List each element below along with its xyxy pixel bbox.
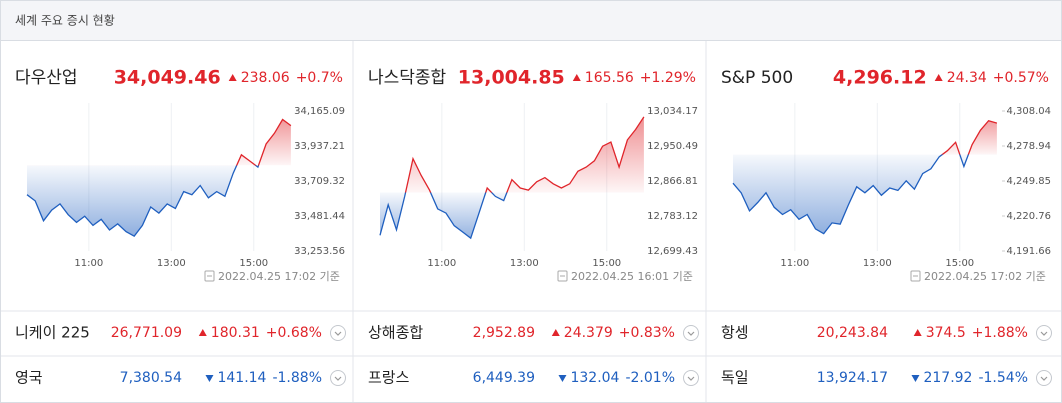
y-tick-label: 13,034.17 <box>647 106 698 117</box>
change-percent: +0.68% <box>266 325 322 341</box>
expand-button[interactable] <box>330 325 346 341</box>
change-percent: -2.01% <box>625 370 675 386</box>
change-percent: -1.88% <box>272 370 322 386</box>
x-tick-label: 11:00 <box>74 258 103 269</box>
index-price: 6,449.39 <box>473 370 535 386</box>
change-percent: +0.57% <box>993 70 1049 86</box>
area-fill <box>733 120 997 234</box>
expand-button[interactable] <box>1036 370 1052 386</box>
change-percent: -1.54% <box>978 370 1028 386</box>
change-percent: +0.7% <box>296 70 343 86</box>
y-tick-label: 33,253.56 <box>294 246 345 257</box>
expand-icon[interactable] <box>1040 331 1048 336</box>
x-tick-label: 13:00 <box>863 258 892 269</box>
price-line <box>26 118 292 238</box>
change-percent: +0.83% <box>619 325 675 341</box>
x-tick-label: 11:00 <box>780 258 809 269</box>
index-price: 26,771.09 <box>111 325 182 341</box>
change-value: 238.06 <box>241 70 290 86</box>
y-tick-label: 4,191.66 <box>1006 246 1051 257</box>
y-tick-label: 33,709.32 <box>294 176 345 187</box>
down-arrow <box>205 375 214 382</box>
index-price: 4,296.12 <box>833 67 927 89</box>
index-price: 20,243.84 <box>817 325 888 341</box>
x-tick-label: 15:00 <box>239 258 268 269</box>
area-fill <box>27 119 291 237</box>
change-value: 24.379 <box>564 325 613 341</box>
index-name: 영국 <box>15 369 43 387</box>
x-tick-label: 15:00 <box>592 258 621 269</box>
expand-button[interactable] <box>330 370 346 386</box>
expand-button[interactable] <box>683 370 699 386</box>
change-value: 180.31 <box>211 325 260 341</box>
y-tick-label: 33,937.21 <box>294 141 345 152</box>
y-tick-label: 12,699.43 <box>647 246 698 257</box>
index-name: 나스닥종합 <box>368 68 447 88</box>
x-tick-label: 13:00 <box>510 258 539 269</box>
x-tick-label: 11:00 <box>427 258 456 269</box>
index-name: 독일 <box>721 369 749 387</box>
expand-icon[interactable] <box>687 331 695 336</box>
change-value: 374.5 <box>926 325 966 341</box>
y-tick-label: 34,165.09 <box>294 106 345 117</box>
y-tick-label: 33,481.44 <box>294 211 345 222</box>
expand-button[interactable] <box>683 325 699 341</box>
index-name: 상해종합 <box>368 324 423 342</box>
y-tick-label: 4,278.94 <box>1006 141 1051 152</box>
y-tick-label: 12,950.49 <box>647 141 698 152</box>
y-tick-label: 12,866.81 <box>647 176 698 187</box>
expand-button[interactable] <box>1036 325 1052 341</box>
change-value: 141.14 <box>217 370 266 386</box>
expand-icon[interactable] <box>334 376 342 381</box>
change-value: 165.56 <box>585 70 634 86</box>
up-arrow <box>198 329 207 336</box>
index-price: 7,380.54 <box>120 370 182 386</box>
change-value: 217.92 <box>923 370 972 386</box>
change-percent: +1.88% <box>972 325 1028 341</box>
expand-icon[interactable] <box>687 376 695 381</box>
timestamp: 2022.04.25 17:02 기준 <box>218 270 340 283</box>
index-name: 다우산업 <box>15 68 78 88</box>
up-arrow <box>551 329 560 336</box>
down-arrow <box>558 375 567 382</box>
up-arrow <box>572 74 581 81</box>
down-arrow <box>911 375 920 382</box>
up-arrow <box>228 74 237 81</box>
expand-icon[interactable] <box>334 331 342 336</box>
change-value: 24.34 <box>947 70 987 86</box>
index-name: 니케이 225 <box>15 324 90 342</box>
y-tick-label: 12,783.12 <box>647 211 698 222</box>
area-fill <box>380 116 644 239</box>
index-name: S&P 500 <box>721 68 793 88</box>
index-price: 34,049.46 <box>114 67 221 89</box>
change-value: 132.04 <box>570 370 619 386</box>
y-tick-label: 4,220.76 <box>1006 211 1051 222</box>
index-price: 13,004.85 <box>458 67 565 89</box>
expand-icon[interactable] <box>1040 376 1048 381</box>
y-tick-label: 4,249.85 <box>1006 176 1051 187</box>
time-icon <box>557 270 568 282</box>
index-price: 2,952.89 <box>473 325 535 341</box>
time-icon <box>204 270 215 282</box>
up-arrow <box>913 329 922 336</box>
index-name: 항셍 <box>721 324 749 342</box>
x-tick-label: 13:00 <box>157 258 186 269</box>
x-tick-label: 15:00 <box>945 258 974 269</box>
price-line <box>732 119 998 235</box>
index-price: 13,924.17 <box>817 370 888 386</box>
timestamp: 2022.04.25 17:02 기준 <box>924 270 1046 283</box>
up-arrow <box>934 74 943 81</box>
timestamp: 2022.04.25 16:01 기준 <box>571 270 693 283</box>
time-icon <box>910 270 921 282</box>
header-title: 세계 주요 증시 현황 <box>15 14 115 28</box>
y-tick-label: 4,308.04 <box>1006 106 1051 117</box>
price-line <box>379 116 645 240</box>
header-bar <box>0 0 1062 41</box>
index-name: 프랑스 <box>368 369 410 387</box>
change-percent: +1.29% <box>640 70 696 86</box>
